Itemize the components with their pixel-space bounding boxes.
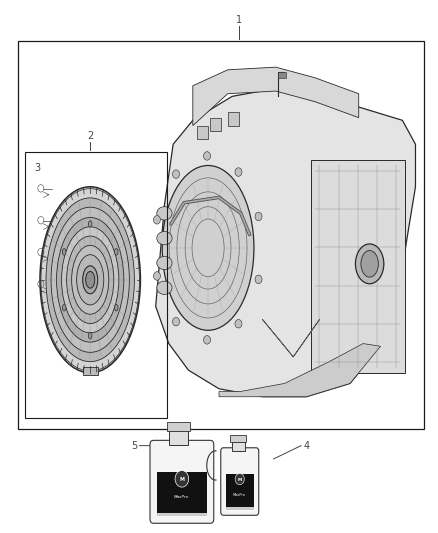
Circle shape bbox=[255, 275, 262, 284]
Bar bbox=[311, 160, 405, 373]
Text: 4: 4 bbox=[303, 441, 309, 451]
Ellipse shape bbox=[62, 248, 66, 255]
Circle shape bbox=[204, 152, 211, 160]
Ellipse shape bbox=[114, 248, 118, 255]
Bar bbox=[167, 422, 190, 431]
Text: 5: 5 bbox=[131, 441, 137, 451]
Bar bbox=[83, 367, 98, 375]
Ellipse shape bbox=[62, 227, 119, 333]
Text: MaxPro: MaxPro bbox=[233, 493, 246, 497]
Bar bbox=[210, 118, 221, 131]
Circle shape bbox=[255, 212, 262, 221]
Bar bbox=[228, 112, 239, 126]
Bar bbox=[232, 442, 245, 451]
Circle shape bbox=[175, 471, 189, 487]
Bar bbox=[18, 41, 424, 429]
Ellipse shape bbox=[46, 198, 134, 362]
Circle shape bbox=[204, 336, 211, 344]
Text: MaxPro: MaxPro bbox=[174, 495, 190, 499]
Ellipse shape bbox=[157, 231, 172, 245]
Circle shape bbox=[235, 319, 242, 328]
Bar bbox=[278, 72, 286, 78]
Ellipse shape bbox=[51, 207, 129, 352]
Ellipse shape bbox=[40, 187, 141, 373]
Ellipse shape bbox=[79, 260, 101, 300]
Bar bbox=[170, 431, 187, 445]
Bar bbox=[157, 513, 207, 516]
Ellipse shape bbox=[72, 245, 109, 314]
FancyBboxPatch shape bbox=[221, 448, 259, 515]
Ellipse shape bbox=[361, 251, 378, 277]
Circle shape bbox=[153, 215, 160, 224]
Circle shape bbox=[173, 318, 180, 326]
Bar bbox=[230, 435, 246, 442]
FancyBboxPatch shape bbox=[150, 440, 214, 523]
Text: 2: 2 bbox=[87, 131, 93, 141]
Ellipse shape bbox=[88, 333, 92, 339]
Ellipse shape bbox=[88, 221, 92, 227]
Polygon shape bbox=[219, 344, 381, 397]
Circle shape bbox=[235, 168, 242, 176]
Bar bbox=[226, 507, 254, 510]
Ellipse shape bbox=[157, 281, 172, 294]
Ellipse shape bbox=[162, 165, 254, 330]
Text: M: M bbox=[238, 478, 242, 482]
Ellipse shape bbox=[83, 266, 98, 294]
Ellipse shape bbox=[62, 304, 66, 311]
Ellipse shape bbox=[356, 244, 384, 284]
Ellipse shape bbox=[57, 217, 124, 342]
Text: 3: 3 bbox=[34, 163, 40, 173]
Text: M: M bbox=[180, 477, 184, 482]
Ellipse shape bbox=[114, 304, 118, 311]
Text: 1: 1 bbox=[236, 15, 242, 26]
Ellipse shape bbox=[86, 271, 95, 288]
Ellipse shape bbox=[157, 207, 172, 220]
Bar bbox=[25, 152, 166, 418]
Ellipse shape bbox=[67, 236, 114, 324]
Ellipse shape bbox=[157, 256, 172, 270]
Ellipse shape bbox=[77, 255, 104, 305]
Bar bbox=[197, 126, 208, 139]
Circle shape bbox=[235, 473, 244, 484]
Circle shape bbox=[153, 272, 160, 280]
Bar bbox=[226, 474, 254, 507]
Bar bbox=[157, 472, 207, 513]
Circle shape bbox=[173, 170, 180, 179]
Polygon shape bbox=[155, 88, 416, 397]
Polygon shape bbox=[193, 67, 359, 126]
